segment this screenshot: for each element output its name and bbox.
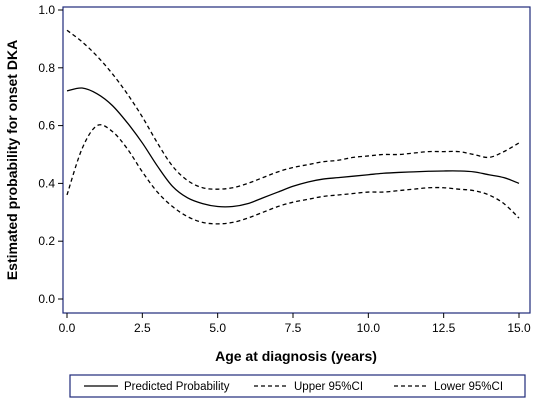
x-axis-ticks: 0.0 2.5 5.0 7.5 10.0 12.5 15.0 bbox=[59, 313, 531, 335]
legend-label-upper-95-ci: Upper 95%CI bbox=[294, 381, 363, 393]
legend-frame bbox=[69, 374, 526, 398]
x-tick-label: 7.5 bbox=[285, 321, 302, 335]
y-tick-label: 0.6 bbox=[38, 119, 55, 133]
y-tick-label: 0.0 bbox=[38, 292, 55, 306]
y-tick-label: 0.4 bbox=[38, 176, 55, 190]
plot-frame bbox=[62, 6, 531, 314]
legend-label-lower-95-ci: Lower 95%CI bbox=[434, 381, 503, 393]
x-tick-label: 10.0 bbox=[357, 321, 381, 335]
y-axis-ticks: 0.0 0.2 0.4 0.6 0.8 1.0 bbox=[38, 3, 63, 306]
legend-label-predicted-probability: Predicted Probability bbox=[124, 381, 230, 393]
y-tick-label: 0.2 bbox=[38, 234, 55, 248]
x-tick-label: 12.5 bbox=[432, 321, 456, 335]
x-axis-title: Age at diagnosis (years) bbox=[215, 348, 377, 364]
series-line-predicted-probability bbox=[66, 87, 520, 208]
x-tick-label: 2.5 bbox=[134, 321, 151, 335]
y-tick-label: 0.8 bbox=[38, 61, 55, 75]
x-tick-label: 5.0 bbox=[209, 321, 226, 335]
x-tick-label: 0.0 bbox=[59, 321, 76, 335]
series-line-lower-95-ci bbox=[66, 124, 520, 225]
legend: Predicted Probability Upper 95%CI Lower 95… bbox=[84, 381, 503, 393]
series-line-upper-95-ci bbox=[66, 29, 520, 190]
y-tick-label: 1.0 bbox=[38, 3, 55, 17]
series-lines bbox=[66, 29, 520, 225]
x-tick-label: 15.0 bbox=[507, 321, 531, 335]
y-axis-title: Estimated probability for onset DKA bbox=[4, 40, 20, 280]
